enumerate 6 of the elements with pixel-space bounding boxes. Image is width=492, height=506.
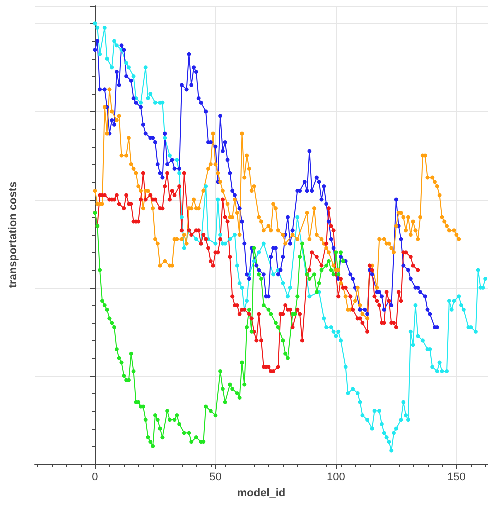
y-axis-title: transportation costs	[8, 182, 20, 288]
x-tick-label: 100	[327, 472, 346, 484]
x-tick-label: 50	[210, 472, 222, 484]
x-tick-label: 150	[447, 472, 466, 484]
x-axis-title: model_id	[237, 487, 286, 500]
x-tick-label: 0	[92, 472, 98, 484]
